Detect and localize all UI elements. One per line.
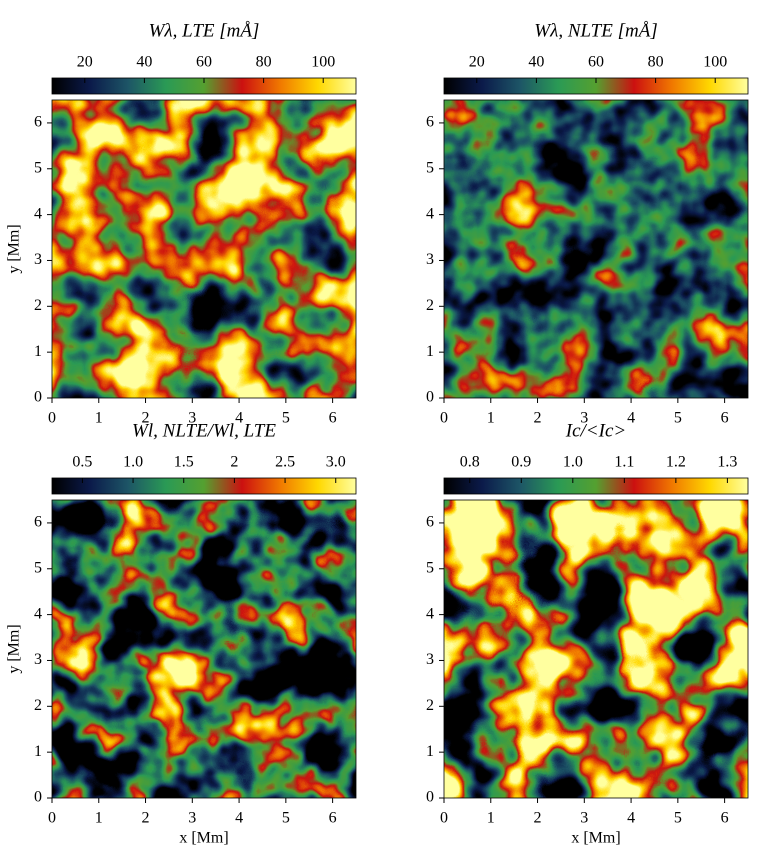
x-tick-label: 6 (721, 810, 729, 827)
y-tick-label: 2 (426, 297, 434, 314)
x-tick-label: 4 (235, 810, 243, 827)
x-tick-label: 2 (142, 410, 150, 427)
y-tick-label: 6 (426, 114, 434, 131)
y-tick-label: 4 (426, 605, 434, 622)
x-tick-label: 5 (674, 810, 682, 827)
colorbar (443, 477, 749, 495)
colorbar-tick-label: 2.5 (275, 454, 295, 471)
y-tick-label: 6 (34, 114, 42, 131)
plot-frame (51, 99, 357, 399)
x-tick-label: 5 (282, 410, 290, 427)
colorbar-tick-label: 3.0 (326, 454, 346, 471)
colorbar-tick-label: 1.3 (717, 454, 737, 471)
colorbar-tick-label: 1.5 (174, 454, 194, 471)
y-tick-label: 1 (426, 343, 434, 360)
x-tick-label: 0 (440, 810, 448, 827)
heatmap (444, 500, 748, 798)
colorbar-tick-label: 0.5 (72, 454, 92, 471)
colorbar-tick-label: 40 (136, 54, 152, 71)
y-tick-label: 0 (34, 789, 42, 806)
x-tick-label: 5 (282, 810, 290, 827)
y-tick-label: 5 (34, 559, 42, 576)
y-tick-label: 1 (34, 343, 42, 360)
heatmap (444, 100, 748, 398)
heatmap (52, 100, 356, 398)
y-tick-label: 5 (426, 559, 434, 576)
y-tick-label: 0 (426, 389, 434, 406)
x-tick-label: 2 (142, 810, 150, 827)
y-tick-label: 4 (34, 605, 42, 622)
y-tick-label: 0 (426, 789, 434, 806)
y-tick-label: 6 (426, 514, 434, 531)
x-axis-label: x [Mm] (571, 830, 620, 847)
colorbar-tick-label: 100 (311, 54, 335, 71)
plot-frame (443, 499, 749, 799)
colorbar-tick-label: 1.2 (666, 454, 686, 471)
colorbar-title: Wl, NLTE/Wl, LTE (132, 420, 276, 441)
colorbar-tick-label: 20 (469, 54, 485, 71)
y-tick-label: 4 (426, 205, 434, 222)
colorbar-title: Wλ, NLTE [mÅ] (534, 20, 657, 41)
y-tick-label: 1 (426, 743, 434, 760)
y-axis-label: y [Mm] (6, 624, 23, 673)
colorbar-tick-label: 40 (528, 54, 544, 71)
x-tick-label: 4 (627, 810, 635, 827)
x-tick-label: 1 (95, 410, 103, 427)
colorbar-tick-label: 1.1 (614, 454, 634, 471)
y-tick-label: 1 (34, 743, 42, 760)
colorbar-tick-label: 2 (230, 454, 238, 471)
y-tick-label: 2 (34, 697, 42, 714)
colorbar-tick-label: 80 (648, 54, 664, 71)
y-tick-label: 2 (426, 697, 434, 714)
colorbar-tick-label: 60 (196, 54, 212, 71)
y-tick-label: 0 (34, 389, 42, 406)
colorbar-title: Ic/<Ic> (565, 420, 626, 441)
colorbar-tick-label: 0.8 (460, 454, 480, 471)
x-tick-label: 1 (487, 810, 495, 827)
plot-frame (51, 499, 357, 799)
plot-frame (443, 99, 749, 399)
y-tick-label: 3 (426, 651, 434, 668)
colorbar-title: Wλ, LTE [mÅ] (149, 20, 260, 41)
x-tick-label: 4 (235, 410, 243, 427)
y-axis-label: y [Mm] (6, 224, 23, 273)
y-tick-label: 5 (426, 159, 434, 176)
colorbar-tick-label: 1.0 (123, 454, 143, 471)
x-axis-label: x [Mm] (179, 830, 228, 847)
y-tick-label: 5 (34, 159, 42, 176)
heatmap (52, 500, 356, 798)
colorbar-tick-label: 60 (588, 54, 604, 71)
y-tick-label: 6 (34, 514, 42, 531)
x-tick-label: 5 (674, 410, 682, 427)
colorbar-tick-label: 100 (703, 54, 727, 71)
x-tick-label: 6 (721, 410, 729, 427)
x-tick-label: 1 (95, 810, 103, 827)
colorbar-tick-label: 0.9 (511, 454, 531, 471)
y-tick-label: 3 (34, 651, 42, 668)
x-tick-label: 0 (48, 410, 56, 427)
x-tick-label: 3 (580, 410, 588, 427)
x-tick-label: 3 (580, 810, 588, 827)
x-tick-label: 0 (440, 410, 448, 427)
y-tick-label: 3 (34, 251, 42, 268)
x-tick-label: 3 (188, 410, 196, 427)
x-tick-label: 6 (329, 810, 337, 827)
colorbar-tick-label: 1.0 (563, 454, 583, 471)
x-tick-label: 2 (534, 810, 542, 827)
x-tick-label: 0 (48, 810, 56, 827)
colorbar-tick-label: 80 (256, 54, 272, 71)
y-tick-label: 3 (426, 251, 434, 268)
colorbar (51, 477, 357, 495)
y-tick-label: 4 (34, 205, 42, 222)
colorbar-tick-label: 20 (77, 54, 93, 71)
y-tick-label: 2 (34, 297, 42, 314)
x-tick-label: 4 (627, 410, 635, 427)
x-tick-label: 6 (329, 410, 337, 427)
x-tick-label: 2 (534, 410, 542, 427)
x-tick-label: 3 (188, 810, 196, 827)
x-tick-label: 1 (487, 410, 495, 427)
